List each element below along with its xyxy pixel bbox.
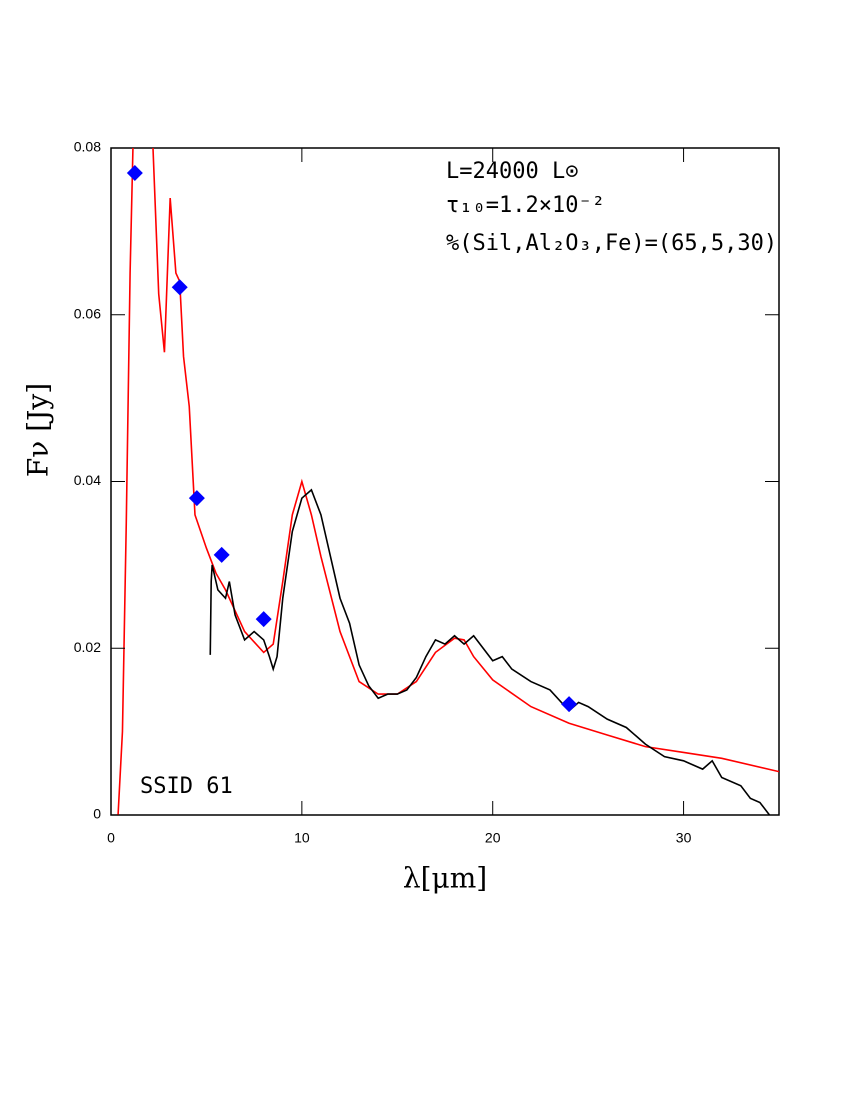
x-tick-label: 0 bbox=[107, 830, 115, 846]
series-line bbox=[209, 488, 771, 815]
y-tick-label: 0.06 bbox=[74, 305, 101, 321]
y-tick-label: 0.04 bbox=[74, 472, 101, 488]
y-tick-label: 0 bbox=[93, 806, 101, 822]
x-axis-label: λ[μm] bbox=[403, 862, 487, 895]
data-point bbox=[171, 279, 188, 296]
y-tick-label: 0.08 bbox=[74, 139, 101, 155]
x-tick-label: 30 bbox=[676, 830, 692, 846]
y-axis-label: Fν [Jy] bbox=[22, 383, 55, 477]
data-point bbox=[561, 696, 578, 713]
annotation: τ₁₀=1.2×10⁻² bbox=[446, 193, 605, 218]
series-line bbox=[117, 148, 779, 815]
data-point bbox=[255, 611, 272, 628]
plot-area bbox=[117, 148, 779, 815]
data-point bbox=[188, 490, 205, 507]
y-tick-label: 0.02 bbox=[74, 639, 101, 655]
annotation: %(Sil,Al₂O₃,Fe)=(65,5,30) bbox=[446, 231, 777, 256]
annotation: SSID 61 bbox=[140, 774, 233, 799]
data-point bbox=[126, 165, 143, 182]
annotation: L=24000 L⊙ bbox=[446, 159, 578, 184]
data-point bbox=[213, 546, 230, 563]
x-tick-label: 10 bbox=[294, 830, 310, 846]
x-tick-label: 20 bbox=[485, 830, 501, 846]
